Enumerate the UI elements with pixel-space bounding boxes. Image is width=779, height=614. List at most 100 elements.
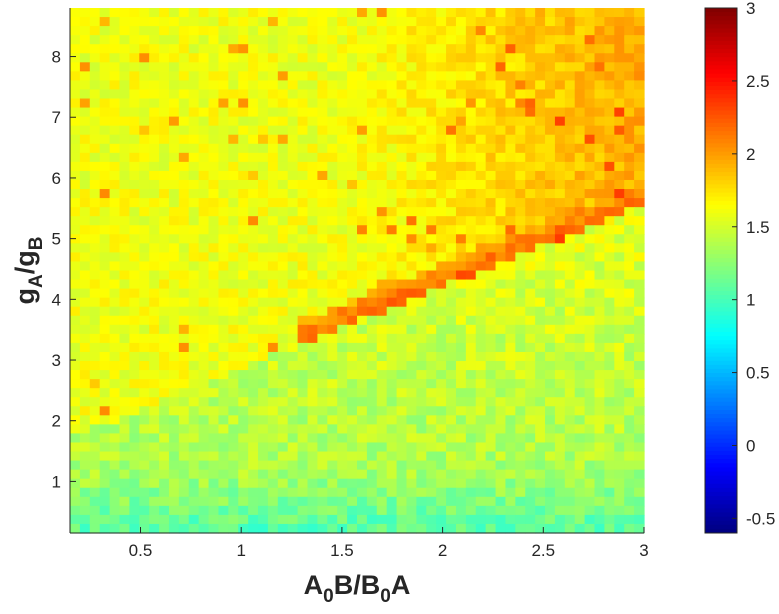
heatmap-cell (505, 252, 516, 263)
heatmap-cell (198, 351, 210, 362)
heatmap-cell (129, 496, 140, 507)
heatmap-cell (327, 243, 338, 253)
heatmap-cell (515, 433, 526, 444)
heatmap-cell (218, 487, 229, 498)
heatmap-cell (426, 478, 437, 489)
heatmap-cell (455, 80, 467, 91)
heatmap-cell (248, 216, 259, 226)
heatmap-cell (505, 487, 516, 498)
heatmap-cell (267, 279, 279, 290)
heatmap-cell (198, 505, 210, 516)
heatmap-cell (347, 53, 358, 63)
heatmap-cell (455, 216, 467, 226)
heatmap-cell (109, 243, 121, 253)
heatmap-cell (297, 107, 309, 118)
heatmap-cell (584, 469, 596, 480)
heatmap-cell (238, 496, 249, 507)
heatmap-cell (584, 161, 596, 172)
heatmap-cell (554, 496, 566, 507)
heatmap-cell (515, 496, 526, 507)
heatmap-cell (139, 424, 150, 435)
heatmap-cell (426, 388, 437, 398)
heatmap-cell (376, 424, 388, 435)
heatmap-cell (485, 125, 497, 136)
heatmap-cell (129, 107, 140, 118)
heatmap-cell (198, 62, 210, 72)
heatmap-cell (139, 451, 150, 462)
heatmap-cell (258, 487, 269, 498)
heatmap-cell (168, 179, 180, 190)
heatmap-cell (584, 351, 596, 362)
heatmap-cell (525, 424, 536, 435)
heatmap-cell (465, 451, 477, 462)
heatmap-cell (208, 523, 220, 534)
heatmap-cell (89, 225, 101, 235)
heatmap-cell (505, 71, 516, 82)
heatmap-cell (535, 505, 546, 516)
heatmap-cell (267, 288, 279, 299)
heatmap-cell (178, 234, 190, 244)
heatmap-cell (584, 297, 596, 308)
heatmap-cell (228, 252, 239, 263)
heatmap-cell (416, 297, 427, 308)
heatmap-cell (406, 189, 417, 199)
heatmap-cell (178, 469, 190, 480)
heatmap-cell (634, 478, 645, 489)
heatmap-cell (416, 523, 427, 534)
heatmap-cell (129, 179, 140, 190)
heatmap-cell (525, 261, 536, 272)
heatmap-cell (248, 406, 259, 416)
heatmap-cell (465, 270, 477, 281)
heatmap-cell (564, 89, 576, 100)
heatmap-cell (79, 379, 91, 389)
heatmap-cell (79, 170, 91, 181)
heatmap-cell (307, 8, 319, 18)
heatmap-cell (614, 478, 625, 489)
heatmap-cell (515, 8, 526, 18)
heatmap-cell (149, 279, 160, 290)
heatmap-cell (495, 523, 507, 534)
heatmap-cell (327, 279, 338, 290)
heatmap-cell (337, 478, 348, 489)
heatmap-cell (604, 179, 615, 190)
heatmap-cell (287, 107, 299, 118)
heatmap-cell (574, 342, 586, 353)
heatmap-cell (198, 71, 210, 82)
heatmap-cell (79, 252, 91, 263)
heatmap-cell (386, 279, 398, 290)
heatmap-cell (564, 152, 576, 163)
heatmap-cell (505, 306, 516, 317)
heatmap-cell (485, 189, 497, 199)
heatmap-cell (426, 243, 437, 253)
heatmap-cell (505, 361, 516, 371)
heatmap-cell (416, 161, 427, 172)
heatmap-cell (307, 189, 319, 199)
heatmap-cell (525, 415, 536, 425)
heatmap-cell (297, 152, 309, 163)
heatmap-cell (149, 35, 160, 45)
heatmap-cell (317, 415, 328, 425)
heatmap-cell (159, 415, 170, 425)
heatmap-cell (168, 333, 180, 344)
heatmap-cell (525, 270, 536, 281)
heatmap-cell (89, 469, 101, 480)
heatmap-cell (436, 161, 447, 172)
heatmap-cell (564, 198, 576, 208)
heatmap-cell (376, 505, 388, 516)
heatmap-cell (485, 324, 497, 335)
heatmap-cell (416, 107, 427, 118)
heatmap-cell (178, 216, 190, 226)
heatmap-cell (634, 496, 645, 507)
heatmap-cell (228, 523, 239, 534)
heatmap-cell (307, 351, 319, 362)
heatmap-cell (416, 98, 427, 109)
heatmap-cell (168, 424, 180, 435)
heatmap-cell (446, 152, 457, 163)
heatmap-cell (515, 342, 526, 353)
colorbar-segment (705, 204, 737, 210)
heatmap-cell (574, 361, 586, 371)
heatmap-cell (109, 170, 121, 181)
heatmap-cell (426, 379, 437, 389)
heatmap-cell (465, 53, 477, 63)
heatmap-cell (168, 415, 180, 425)
